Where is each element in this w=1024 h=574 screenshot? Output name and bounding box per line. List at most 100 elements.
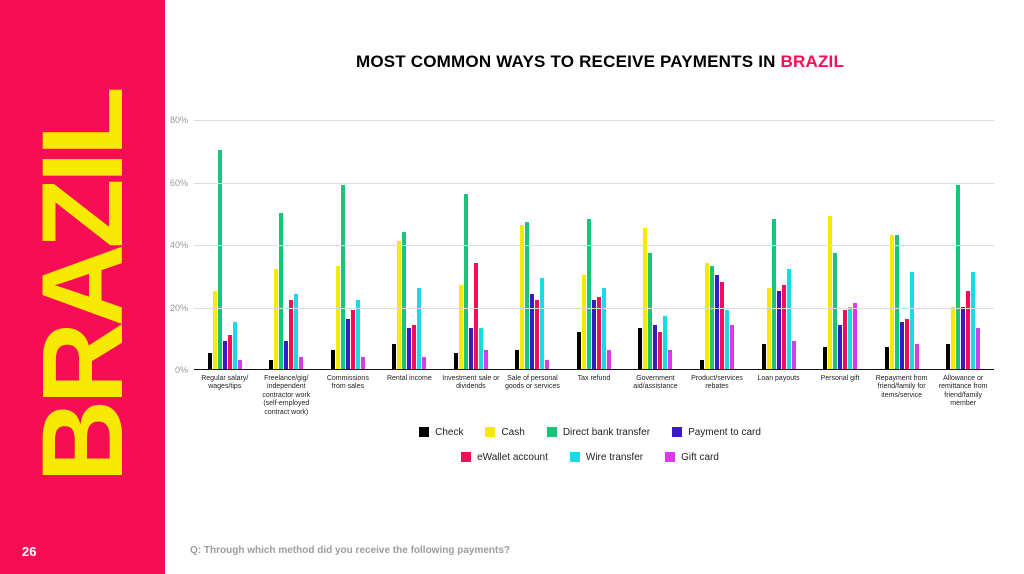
- sidebar-panel: BRAZIL 26: [0, 0, 165, 574]
- x-tick-label: Government aid/assistance: [625, 370, 687, 417]
- chart-plot: [194, 120, 994, 370]
- legend-item: Direct bank transfer: [547, 427, 650, 438]
- x-tick-label: Repayment from friend/family for items/s…: [871, 370, 933, 417]
- chart-bar: [582, 275, 586, 369]
- chart-bar: [668, 350, 672, 369]
- chart-bar: [767, 288, 771, 369]
- chart-bar: [530, 294, 534, 369]
- chart-bar: [838, 325, 842, 369]
- legend-label: Gift card: [681, 452, 719, 463]
- chart-bar: [602, 288, 606, 369]
- chart-bar: [787, 269, 791, 369]
- chart-bar: [412, 325, 416, 369]
- title-prefix: MOST COMMON WAYS TO RECEIVE PAYMENTS IN: [356, 52, 781, 71]
- legend-swatch: [547, 427, 557, 437]
- chart-bar: [946, 344, 950, 369]
- title-highlight: BRAZIL: [781, 52, 845, 71]
- chart-bar: [223, 341, 227, 369]
- legend-label: eWallet account: [477, 452, 548, 463]
- chart-bar: [540, 278, 544, 369]
- chart-bar: [587, 219, 591, 369]
- chart-bar: [284, 341, 288, 369]
- chart-bar: [833, 253, 837, 369]
- x-tick-label: Commissions from sales: [317, 370, 379, 417]
- chart-gridline: [194, 245, 994, 246]
- legend-swatch: [570, 452, 580, 462]
- y-tick-label: 60%: [170, 178, 188, 188]
- chart-bar: [279, 213, 283, 369]
- chart-bar: [792, 341, 796, 369]
- chart-bar: [663, 316, 667, 369]
- legend-label: Payment to card: [688, 427, 761, 438]
- chart-bar: [885, 347, 889, 369]
- legend-row: eWallet account Wire transfer Gift card: [270, 452, 910, 463]
- slide-title: MOST COMMON WAYS TO RECEIVE PAYMENTS IN …: [356, 52, 844, 72]
- chart-bar: [213, 291, 217, 369]
- legend-row: Check Cash Direct bank transfer Payment to …: [270, 427, 910, 438]
- x-tick-label: Allowance or remittance from friend/fami…: [932, 370, 994, 417]
- legend-item: Payment to card: [672, 427, 761, 438]
- chart-bar: [402, 232, 406, 370]
- chart-bar: [890, 235, 894, 369]
- x-tick-label: Freelance/gig/independent contractor wor…: [256, 370, 318, 417]
- chart-bar: [417, 288, 421, 369]
- chart-bar: [422, 357, 426, 370]
- chart-bar: [730, 325, 734, 369]
- chart-bar: [208, 353, 212, 369]
- chart-bar: [720, 282, 724, 370]
- chart-bar: [915, 344, 919, 369]
- x-tick-label: Product/services rebates: [686, 370, 748, 417]
- chart-bar: [725, 310, 729, 369]
- legend-item: Cash: [485, 427, 524, 438]
- x-tick-label: Rental income: [379, 370, 441, 417]
- legend-swatch: [461, 452, 471, 462]
- legend-label: Wire transfer: [586, 452, 643, 463]
- chart-bar: [577, 332, 581, 370]
- chart-bar: [607, 350, 611, 369]
- chart-bar: [848, 307, 852, 370]
- chart-bar: [474, 263, 478, 369]
- chart-bar: [269, 360, 273, 369]
- chart-bar: [351, 310, 355, 369]
- chart-bar: [407, 328, 411, 369]
- x-tick-label: Regular salary/wages/tips: [194, 370, 256, 417]
- chart-bar: [658, 332, 662, 370]
- chart-bar: [705, 263, 709, 369]
- chart-bar: [289, 300, 293, 369]
- legend-swatch: [419, 427, 429, 437]
- x-tick-label: Loan payouts: [748, 370, 810, 417]
- chart-bar: [274, 269, 278, 369]
- x-tick-label: Tax refund: [563, 370, 625, 417]
- legend-label: Check: [435, 427, 463, 438]
- chart-bar: [545, 360, 549, 369]
- chart-bar: [715, 275, 719, 369]
- chart-gridline: [194, 308, 994, 309]
- chart-bar: [700, 360, 704, 369]
- x-axis-labels: Regular salary/wages/tipsFreelance/gig/i…: [194, 370, 994, 417]
- chart-bar: [710, 266, 714, 369]
- chart-bar: [356, 300, 360, 369]
- chart-bar: [772, 219, 776, 369]
- chart-gridline: [194, 120, 994, 121]
- legend-item: Wire transfer: [570, 452, 643, 463]
- legend-item: Gift card: [665, 452, 719, 463]
- chart-bar: [331, 350, 335, 369]
- chart-bar: [976, 328, 980, 369]
- chart-bar: [459, 285, 463, 369]
- chart-bar: [515, 350, 519, 369]
- x-tick-label: Investment sale or dividends: [440, 370, 502, 417]
- chart-bar: [762, 344, 766, 369]
- chart-bar: [464, 194, 468, 369]
- legend-item: Check: [419, 427, 463, 438]
- chart-bar: [361, 357, 365, 370]
- chart-bar: [823, 347, 827, 369]
- chart-bar: [843, 310, 847, 369]
- chart-bar: [520, 225, 524, 369]
- chart-bar: [782, 285, 786, 369]
- chart-bar: [535, 300, 539, 369]
- chart-bar: [238, 360, 242, 369]
- chart-bar: [853, 303, 857, 369]
- x-tick-label: Personal gift: [809, 370, 871, 417]
- chart-bar: [643, 228, 647, 369]
- chart-area: 0%20%40%60%80% Regular salary/wages/tips…: [190, 120, 1010, 463]
